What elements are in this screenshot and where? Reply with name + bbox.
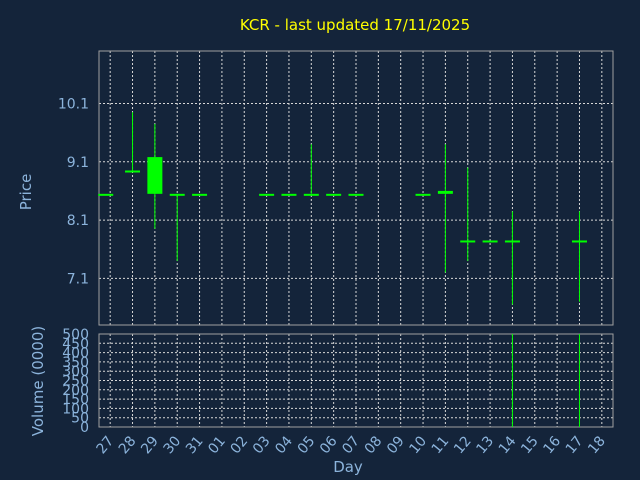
volume-tick-label: 450 — [62, 336, 89, 352]
candle-body — [147, 157, 163, 194]
volume-axis-label: Volume (0000) — [29, 326, 47, 436]
x-tick-label: 02 — [228, 433, 252, 457]
candle-body — [326, 193, 342, 196]
volume-tick-label: 300 — [62, 364, 89, 380]
price-tick-label: 8.1 — [67, 213, 89, 229]
volume-tick-label: 50 — [71, 411, 89, 427]
volume-tick-label: 100 — [62, 401, 89, 417]
x-tick-label: 18 — [585, 433, 609, 457]
candle-body — [192, 193, 208, 196]
chart-title: KCR - last updated 17/11/2025 — [240, 16, 470, 34]
candle-body — [169, 193, 185, 196]
candle-body — [98, 193, 114, 196]
volume-tick-label: 400 — [62, 346, 89, 362]
volume-tick-label: 150 — [62, 392, 89, 408]
price-tick-label: 9.1 — [67, 155, 89, 171]
price-frame — [98, 50, 614, 326]
x-tick-label: 06 — [317, 433, 341, 457]
price-tick-label: 7.1 — [67, 271, 89, 287]
x-tick-label: 28 — [116, 433, 140, 457]
x-tick-label: 17 — [563, 433, 587, 457]
volume-tick-label: 0 — [80, 420, 89, 436]
volume-tick-label: 350 — [62, 355, 89, 371]
price-panel: 7.1 8.1 9.1 10.1 — [58, 50, 614, 326]
candle-body — [437, 190, 453, 194]
candle-body — [460, 240, 476, 243]
x-tick-label: 27 — [94, 433, 118, 457]
x-tick-label: 05 — [295, 433, 319, 457]
x-tick-label: 01 — [205, 433, 229, 457]
volume-tick-label: 250 — [62, 374, 89, 390]
x-tick-label: 15 — [518, 433, 542, 457]
candle-body — [259, 193, 275, 196]
x-tick-label: 14 — [496, 433, 520, 457]
x-tick-label: 29 — [138, 433, 162, 457]
candle-body — [504, 240, 520, 243]
x-tick-label: 31 — [183, 433, 207, 457]
x-axis-label: Day — [333, 458, 363, 476]
x-tick-label: 04 — [272, 433, 296, 457]
x-tick-label: 09 — [384, 433, 408, 457]
x-tick-label: 11 — [429, 433, 453, 457]
volume-tick-label: 500 — [62, 327, 89, 343]
candle-body — [303, 193, 319, 196]
candle-body — [482, 240, 498, 243]
x-tick-label: 12 — [451, 433, 475, 457]
price-axis-label: Price — [17, 174, 35, 211]
volume-tick-label: 200 — [62, 383, 89, 399]
x-tick-label: 03 — [250, 433, 274, 457]
candle-body — [281, 193, 297, 196]
candle-body — [125, 170, 141, 173]
price-tick-label: 10.1 — [58, 96, 89, 112]
volume-frame — [98, 333, 614, 428]
x-tick-label: 13 — [473, 433, 497, 457]
x-tick-label: 30 — [161, 433, 185, 457]
x-tick-label: 10 — [406, 433, 430, 457]
x-tick-label: 08 — [362, 433, 386, 457]
candle-body — [415, 193, 431, 196]
x-tick-label: 16 — [540, 433, 564, 457]
x-axis-ticks: 2728293031010203040506070809101112131415… — [94, 433, 609, 457]
candle-body — [571, 240, 587, 243]
candle-body — [348, 193, 364, 196]
x-tick-label: 07 — [339, 433, 363, 457]
